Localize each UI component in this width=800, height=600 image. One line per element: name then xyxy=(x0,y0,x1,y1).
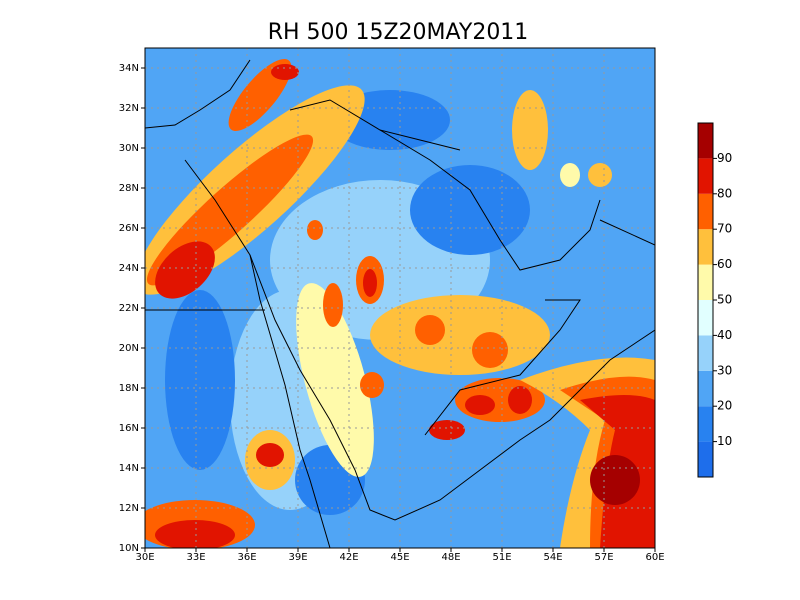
colorbar-swatch xyxy=(698,335,713,371)
coastlines xyxy=(145,59,655,548)
colorbar-label: 30 xyxy=(717,363,732,377)
x-tick-label: 36E xyxy=(237,552,256,563)
colorbar-label: 60 xyxy=(717,257,732,271)
x-tick-label: 33E xyxy=(186,552,205,563)
y-tick-label: 32N xyxy=(119,103,139,114)
x-tick-label: 30E xyxy=(135,552,154,563)
x-tick-label: 48E xyxy=(441,552,460,563)
colorbar-label: 50 xyxy=(717,293,732,307)
x-tick-label: 39E xyxy=(288,552,307,563)
colorbar-label: 10 xyxy=(717,434,732,448)
x-tick-label: 60E xyxy=(645,552,664,563)
colorbar-swatch xyxy=(698,300,713,336)
y-tick-label: 16N xyxy=(119,423,139,434)
y-tick-label: 34N xyxy=(119,63,139,74)
title: RH 500 15Z20MAY2011 xyxy=(268,20,529,45)
x-tick-label: 45E xyxy=(390,552,409,563)
colorbar-swatch xyxy=(698,441,713,477)
colorbar-label: 80 xyxy=(717,186,732,200)
colorbar-swatch xyxy=(698,229,713,265)
colorbar-swatch xyxy=(698,123,713,159)
colorbar-label: 40 xyxy=(717,328,732,342)
colorbar-swatch xyxy=(698,193,713,230)
rh-field xyxy=(145,48,655,548)
y-tick-label: 26N xyxy=(119,223,139,234)
colorbar-swatch xyxy=(698,158,713,194)
x-tick-label: 42E xyxy=(339,552,358,563)
colorbar-swatch xyxy=(698,406,713,442)
y-tick-label: 12N xyxy=(119,503,139,514)
y-tick-label: 18N xyxy=(119,383,139,394)
colorbar-swatch xyxy=(698,370,713,407)
x-tick-label: 54E xyxy=(543,552,562,563)
y-tick-label: 22N xyxy=(119,303,139,314)
colorbar-swatch xyxy=(698,264,713,300)
colorbar-label: 20 xyxy=(717,399,732,413)
y-tick-label: 30N xyxy=(119,143,139,154)
y-tick-label: 14N xyxy=(119,463,139,474)
y-tick-label: 24N xyxy=(119,263,139,274)
colorbar: 10 20 30 40 50 60 70 80 90 xyxy=(697,122,732,478)
y-tick-label: 10N xyxy=(119,543,139,554)
y-tick-label: 28N xyxy=(119,183,139,194)
x-tick-label: 51E xyxy=(492,552,511,563)
x-tick-label: 57E xyxy=(594,552,613,563)
grid xyxy=(144,48,656,549)
colorbar-label: 90 xyxy=(717,151,732,165)
colorbar-label: 70 xyxy=(717,222,732,236)
y-tick-label: 20N xyxy=(119,343,139,354)
